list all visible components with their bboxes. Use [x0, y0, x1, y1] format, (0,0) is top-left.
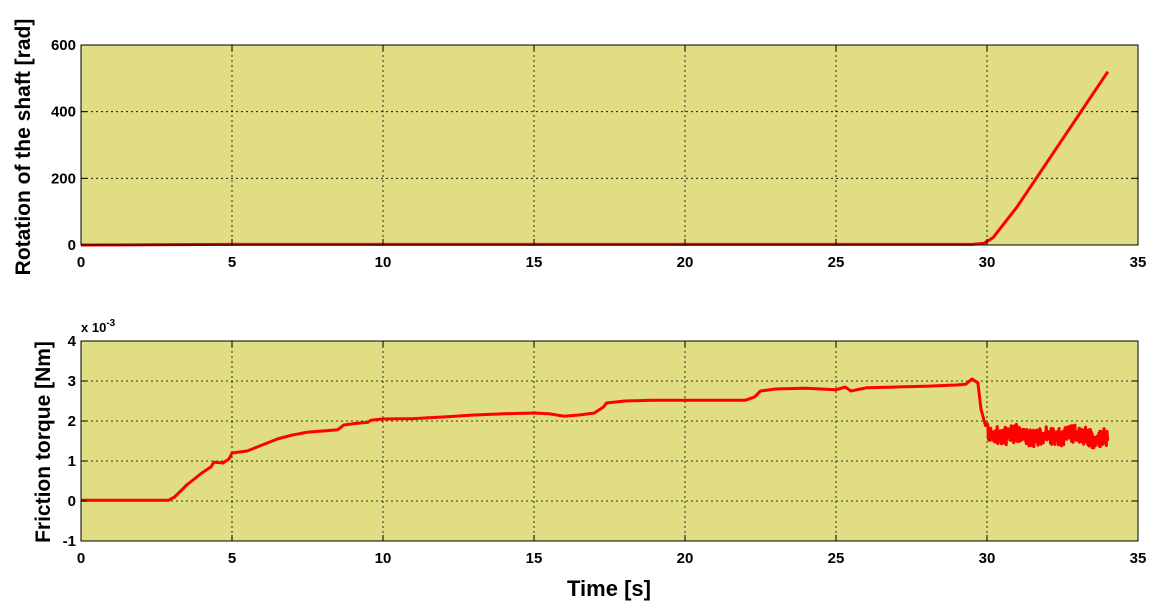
- plot-friction-ytick-label: 1: [68, 453, 76, 470]
- plot-friction-ytick-label: 0: [68, 493, 76, 510]
- plot-friction-ytick-label: 2: [68, 413, 76, 430]
- plot-rotation-ytick-label: 600: [51, 37, 76, 54]
- plot-friction-grid: [81, 341, 1138, 541]
- plot-friction-xtick-label: 5: [228, 550, 236, 567]
- plot-friction-xtick-label: 10: [375, 550, 392, 567]
- plot-friction-xlabel: Time [s]: [567, 576, 651, 601]
- plot-friction-xtick-label: 0: [77, 550, 85, 567]
- plot-rotation-xtick-label: 15: [526, 254, 543, 271]
- plot-friction-series: [81, 377, 1110, 502]
- plot-rotation-ytick-label: 200: [51, 170, 76, 187]
- plot-rotation-series-line: [80, 70, 1110, 247]
- plot-friction-series-line: [81, 377, 1110, 502]
- plot-rotation-xtick-label: 5: [228, 254, 236, 271]
- plot-friction-ytick-label: 3: [68, 373, 76, 390]
- plot-rotation-ylabel: Rotation of the shaft [rad]: [12, 19, 35, 276]
- plot-friction-frame: [80, 340, 1139, 542]
- plot-rotation-ticks: 0 5 10 15 20 25 30 35 0 200 400 600: [51, 37, 1146, 271]
- plot-friction-ytick-label: -1: [63, 533, 76, 550]
- plot-rotation-xtick-label: 0: [77, 254, 85, 271]
- plot-rotation-xtick-label: 25: [828, 254, 845, 271]
- plot-rotation-xtick-label: 35: [1130, 254, 1147, 271]
- plot-friction-ylabel: Friction torque [Nm]: [32, 341, 55, 543]
- plot-friction-background: [81, 341, 1138, 541]
- plot-friction-xtick-label: 20: [677, 550, 694, 567]
- plot-rotation-xtick-label: 10: [375, 254, 392, 271]
- plot-rotation-series: [80, 70, 1110, 247]
- plot-rotation-grid: [81, 45, 1138, 245]
- plot-rotation-frame: [80, 44, 1139, 246]
- plot-friction-xtick-label: 35: [1130, 550, 1147, 567]
- plot-rotation-xtick-label: 30: [979, 254, 996, 271]
- plot-friction-xtick-label: 15: [526, 550, 543, 567]
- plot-rotation-xtick-label: 20: [677, 254, 694, 271]
- plot-rotation: 0 5 10 15 20 25 30 35 0 200 400 600 Rotation of the…: [12, 19, 1146, 276]
- plot-rotation-background: [81, 45, 1138, 245]
- plot-friction-xtick-label: 30: [979, 550, 996, 567]
- plot-rotation-ytick-label: 0: [68, 237, 76, 254]
- plot-friction-y-multiplier-base: x 10: [81, 320, 106, 335]
- plot-friction-y-multiplier: x 10-3: [81, 318, 116, 335]
- plot-friction-ytick-label: 4: [68, 333, 77, 350]
- plot-rotation-ytick-label: 400: [51, 104, 76, 121]
- plot-friction-xtick-label: 25: [828, 550, 845, 567]
- plot-friction-y-multiplier-exponent: -3: [106, 318, 115, 329]
